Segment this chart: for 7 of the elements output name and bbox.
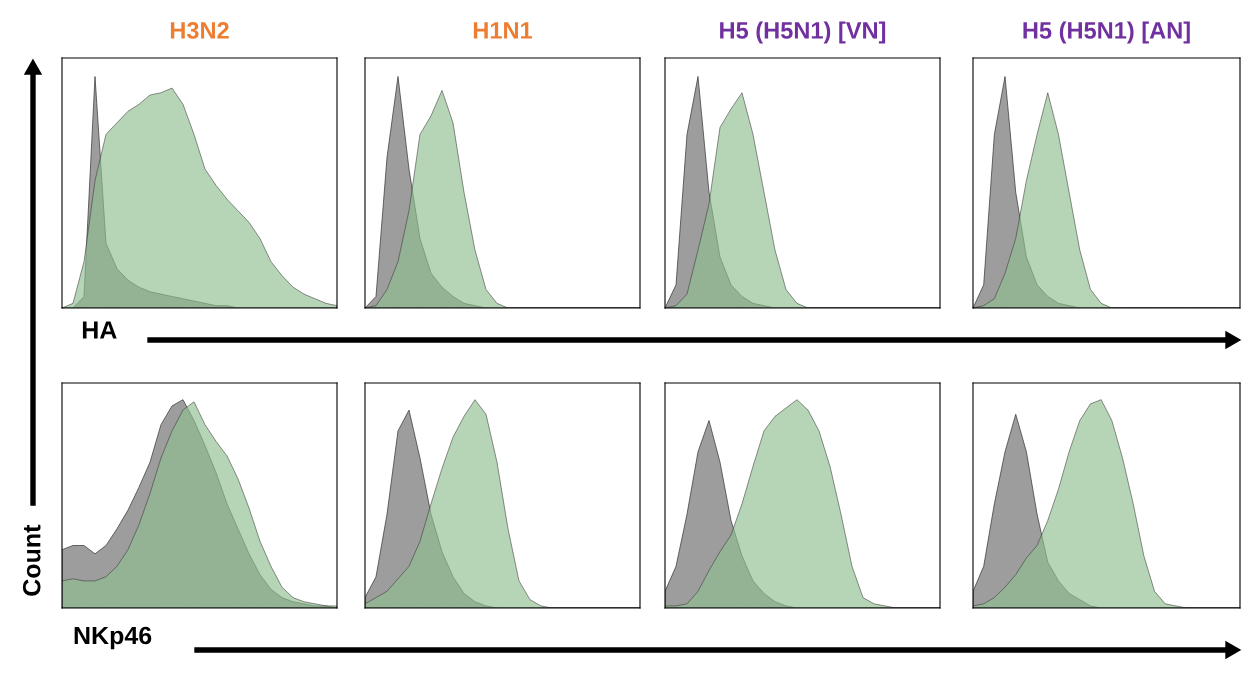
chart-title: H5 (H5N1) [AN]: [1023, 21, 1190, 44]
x-axis-title: HA: [82, 321, 117, 339]
chart-title: H5 (H5N1) [VN]: [720, 21, 886, 44]
chart-title: H1N1: [473, 22, 533, 39]
y-axis-title: Count: [22, 524, 41, 596]
x-axis-title: NKp46: [74, 626, 152, 650]
chart-title: H3N2: [170, 22, 229, 39]
